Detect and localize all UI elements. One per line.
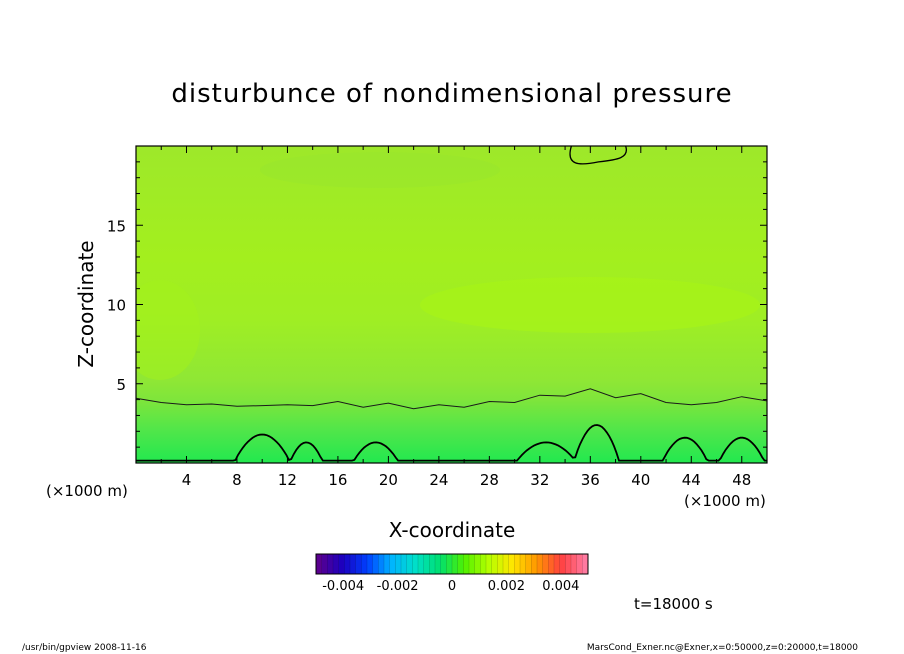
colorbar-band bbox=[491, 554, 498, 574]
colorbar-tick-label: -0.004 bbox=[322, 579, 364, 594]
colorbar-band bbox=[389, 554, 396, 574]
colorbar-band bbox=[469, 554, 475, 574]
field-patch-left bbox=[136, 280, 200, 380]
colorbar-band bbox=[355, 554, 362, 574]
colorbar-band bbox=[418, 554, 424, 574]
contour-line-upper bbox=[136, 388, 767, 410]
colorbar-band bbox=[508, 554, 515, 574]
colorbar-band bbox=[548, 554, 555, 574]
x-tick-label: 4 bbox=[182, 471, 192, 489]
colorbar-band bbox=[401, 554, 407, 574]
colorbar-band bbox=[525, 554, 532, 574]
colorbar-band bbox=[497, 554, 504, 574]
colorbar-band bbox=[435, 554, 441, 574]
colorbar-band bbox=[480, 554, 487, 574]
colorbar-band bbox=[537, 554, 543, 574]
x-tick-label: 32 bbox=[530, 471, 549, 489]
colorbar-band bbox=[531, 554, 538, 574]
colorbar-band bbox=[333, 554, 339, 574]
colorbar-band bbox=[384, 554, 390, 574]
contour-lines bbox=[136, 146, 767, 462]
colorbar-band bbox=[452, 554, 458, 574]
colorbar-band bbox=[446, 554, 453, 574]
colorbar-band bbox=[440, 554, 447, 574]
colorbar-band bbox=[457, 554, 464, 574]
colorbar-band bbox=[463, 554, 470, 574]
colorbar-tick-label: 0.002 bbox=[488, 579, 525, 594]
x-unit-left: (×1000 m) bbox=[46, 482, 128, 500]
x-tick-label: 44 bbox=[682, 471, 701, 489]
colorbar-band bbox=[571, 554, 577, 574]
colorbar-band bbox=[344, 554, 351, 574]
x-tick-label: 8 bbox=[232, 471, 242, 489]
x-axis: 4 8 12 16 20 24 28 32 36 40 44 48 bbox=[160, 146, 751, 489]
colorbar-band bbox=[412, 554, 419, 574]
y-tick-label: 10 bbox=[107, 297, 126, 315]
x-tick-label: 24 bbox=[429, 471, 448, 489]
colorbar-band bbox=[378, 554, 385, 574]
colorbar-tick-label: 0 bbox=[448, 579, 456, 594]
colorbar-band bbox=[361, 554, 368, 574]
chart-title: disturbunce of nondimensional pressure bbox=[171, 79, 732, 109]
time-label: t=18000 s bbox=[634, 595, 713, 613]
colorbar-band bbox=[576, 554, 583, 574]
field-patch-upper-right bbox=[420, 277, 760, 333]
colorbar-band bbox=[514, 554, 521, 574]
colorbar-band bbox=[406, 554, 413, 574]
x-axis-label: X-coordinate bbox=[389, 518, 516, 542]
colorbar-band bbox=[474, 554, 481, 574]
colorbar-band bbox=[503, 554, 509, 574]
colorbar-band bbox=[338, 554, 345, 574]
colorbar-band bbox=[565, 554, 572, 574]
x-tick-label: 40 bbox=[631, 471, 650, 489]
colorbar bbox=[316, 554, 589, 574]
colorbar-frame bbox=[315, 553, 589, 575]
colorbar-band bbox=[520, 554, 526, 574]
footer-left: /usr/bin/gpview 2008-11-16 bbox=[22, 643, 147, 653]
colorbar-band bbox=[542, 554, 549, 574]
contour-line-top bbox=[569, 146, 628, 165]
colorbar-tick-label: -0.002 bbox=[377, 579, 419, 594]
x-tick-label: 12 bbox=[278, 471, 297, 489]
colorbar-band bbox=[554, 554, 560, 574]
colorbar-band bbox=[321, 554, 328, 574]
x-tick-label: 20 bbox=[379, 471, 398, 489]
colorbar-band bbox=[559, 554, 566, 574]
contour-line-surface bbox=[136, 424, 767, 462]
colorbar-tick-label: 0.004 bbox=[542, 579, 579, 594]
footer-right: MarsCond_Exner.nc@Exner,x=0:50000,z=0:20… bbox=[587, 643, 858, 653]
plot-area bbox=[136, 146, 767, 463]
colorbar-band bbox=[372, 554, 379, 574]
x-tick-label: 48 bbox=[732, 471, 751, 489]
colorbar-band bbox=[350, 554, 356, 574]
colorbar-band bbox=[423, 554, 430, 574]
colorbar-ticks: -0.004 -0.002 0 0.002 0.004 bbox=[322, 579, 579, 594]
y-axis-label: Z-coordinate bbox=[74, 240, 98, 367]
colorbar-band bbox=[582, 554, 589, 574]
x-unit-right: (×1000 m) bbox=[684, 492, 766, 510]
field-patch-top bbox=[260, 152, 500, 188]
colorbar-band bbox=[395, 554, 402, 574]
colorbar-band bbox=[367, 554, 373, 574]
x-tick-label: 16 bbox=[328, 471, 347, 489]
y-axis: 5 10 15 bbox=[107, 161, 767, 448]
y-tick-label: 15 bbox=[107, 217, 126, 235]
colorbar-band bbox=[486, 554, 492, 574]
colorbar-band bbox=[429, 554, 436, 574]
y-tick-label: 5 bbox=[116, 376, 126, 394]
colorbar-band bbox=[327, 554, 334, 574]
x-tick-label: 36 bbox=[581, 471, 600, 489]
colorbar-band bbox=[316, 554, 322, 574]
x-tick-label: 28 bbox=[480, 471, 499, 489]
